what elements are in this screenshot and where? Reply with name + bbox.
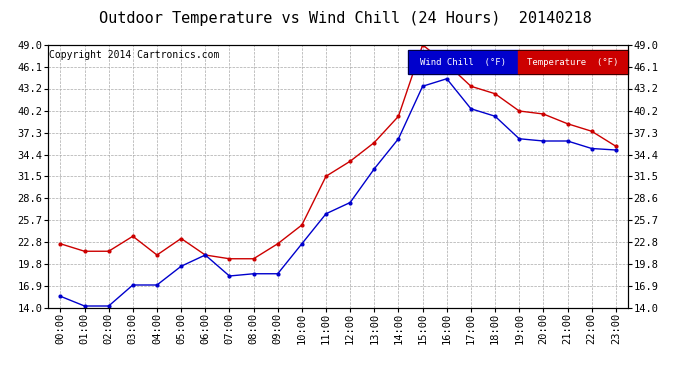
Text: Wind Chill  (°F): Wind Chill (°F): [420, 58, 506, 67]
Bar: [518, 50, 628, 74]
Bar: [408, 50, 518, 74]
Text: Outdoor Temperature vs Wind Chill (24 Hours)  20140218: Outdoor Temperature vs Wind Chill (24 Ho…: [99, 11, 591, 26]
Text: Temperature  (°F): Temperature (°F): [527, 58, 618, 67]
Text: Copyright 2014 Cartronics.com: Copyright 2014 Cartronics.com: [50, 50, 220, 60]
Bar: [408, 50, 628, 74]
